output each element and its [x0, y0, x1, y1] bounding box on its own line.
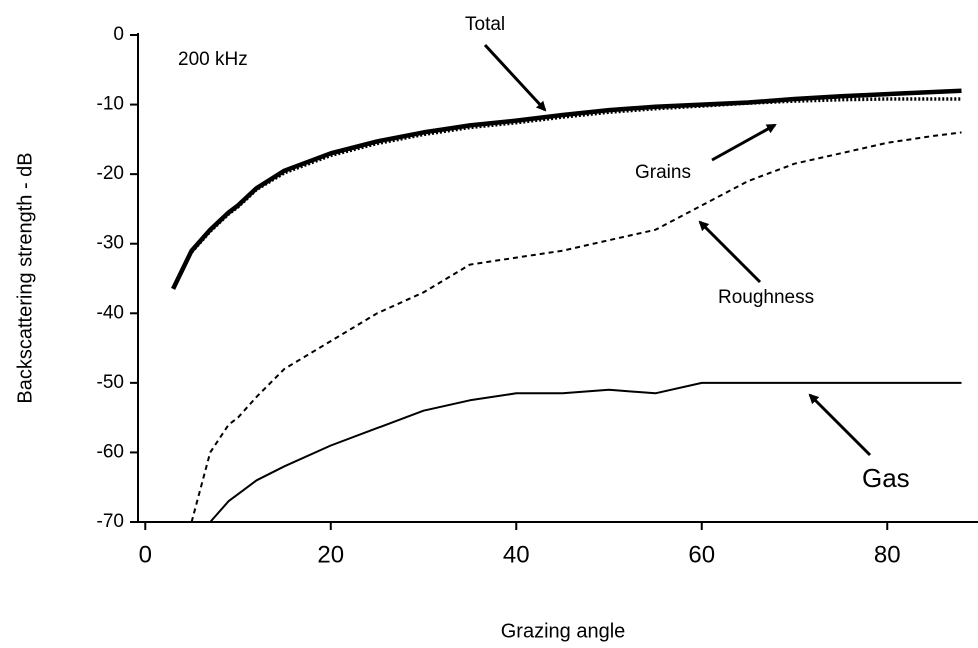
- y-tick-label: -40: [97, 302, 124, 323]
- label-arrow: [483, 43, 547, 112]
- y-tick-label: 0: [113, 24, 124, 45]
- x-tick-label: 60: [688, 541, 715, 568]
- series-line: [190, 131, 962, 523]
- x-axis-label: Grazing angle: [501, 620, 626, 642]
- label-arrow: [808, 393, 872, 457]
- y-tick-label: -10: [97, 94, 124, 115]
- y-tick-label: -70: [97, 511, 124, 532]
- y-tick-label: -30: [97, 233, 124, 254]
- y-tick-label: -60: [97, 441, 124, 462]
- y-tick-label: -50: [97, 372, 124, 393]
- label-arrow: [711, 123, 777, 162]
- x-tick-label: 0: [139, 541, 152, 568]
- x-tick-label: 20: [317, 541, 344, 568]
- series-label: Total: [465, 14, 505, 35]
- x-tick-label: 40: [503, 541, 530, 568]
- y-tick-label: -20: [97, 163, 124, 184]
- series-label: Grains: [635, 162, 691, 183]
- y-axis-label: Backscattering strength - dB: [14, 152, 36, 403]
- series-label: Roughness: [718, 287, 814, 308]
- series-line: [171, 88, 962, 290]
- series-line: [190, 97, 962, 254]
- x-tick-label: 80: [874, 541, 901, 568]
- series-label: Gas: [862, 463, 910, 493]
- label-arrow: [698, 220, 762, 284]
- annotation: 200 kHz: [178, 49, 248, 70]
- series-line: [209, 381, 962, 523]
